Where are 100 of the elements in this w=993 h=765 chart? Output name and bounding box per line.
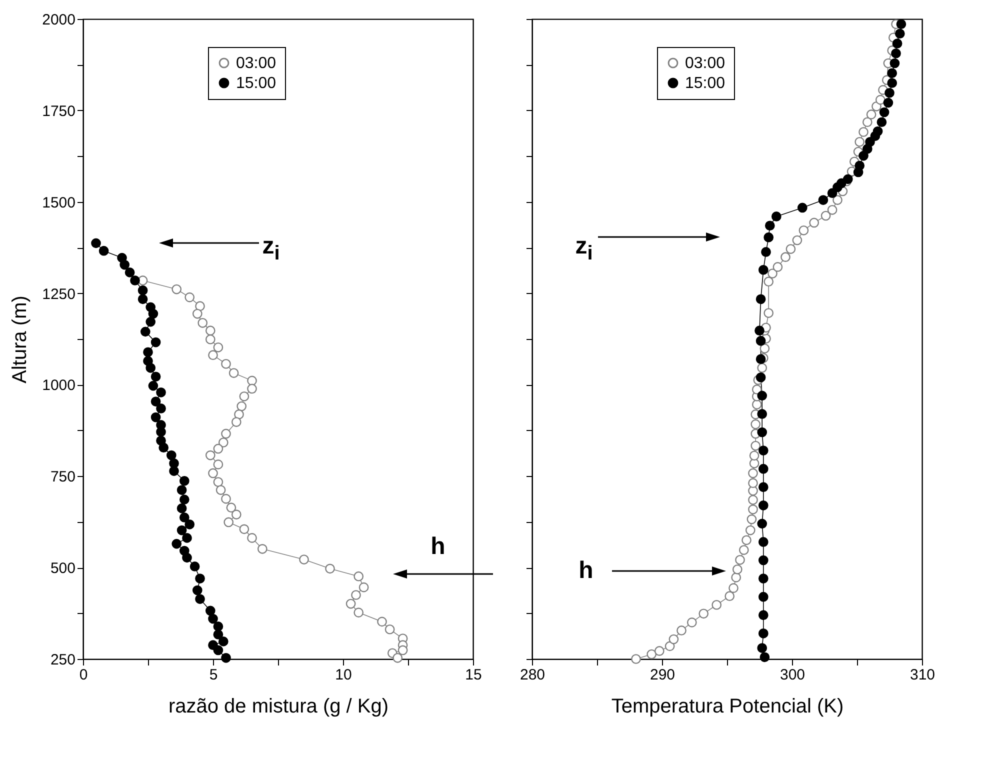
point (150, 337, 161, 348)
point (138, 294, 148, 304)
y-tick-label: 1000 (42, 377, 76, 394)
point (146, 362, 156, 373)
point (150, 396, 161, 406)
x-tick-label: 5 (209, 666, 218, 684)
point (883, 98, 894, 108)
point (879, 107, 890, 118)
y-tick-label: 1750 (42, 102, 76, 120)
point (392, 652, 403, 663)
point (176, 525, 187, 536)
point (247, 376, 257, 386)
point (754, 326, 764, 336)
x-tick-label: 310 (910, 666, 936, 684)
point (231, 417, 242, 427)
point (213, 645, 224, 656)
point (758, 264, 768, 275)
y-tick-label: 250 (50, 652, 76, 668)
point (158, 442, 169, 453)
point (172, 284, 182, 294)
point (148, 380, 158, 391)
y-tick-label: 1500 (42, 194, 76, 212)
point (384, 624, 395, 634)
point (346, 598, 356, 609)
point (179, 476, 190, 486)
point (169, 466, 179, 476)
point (192, 308, 202, 319)
point (221, 428, 231, 439)
legend-label: 03:00 (685, 55, 726, 72)
point (757, 390, 768, 401)
point (98, 246, 109, 256)
point (236, 401, 247, 412)
point (247, 384, 257, 394)
point (325, 564, 335, 574)
point (247, 533, 257, 543)
point (130, 276, 140, 286)
annotation: z$_{i}$ (575, 232, 593, 264)
y-tick-label: 500 (50, 560, 76, 578)
point (213, 444, 224, 454)
point (757, 518, 768, 529)
point (143, 347, 153, 358)
point (758, 574, 768, 584)
point (148, 308, 158, 319)
point (91, 238, 101, 248)
point (213, 342, 224, 352)
point (156, 387, 166, 398)
point (758, 446, 768, 456)
x-axis-title: Temperatura Potencial (K) (611, 696, 844, 718)
point (156, 404, 166, 414)
point (218, 438, 228, 448)
point (195, 301, 205, 312)
point (761, 247, 771, 257)
point (876, 117, 887, 128)
annotation: h (578, 557, 594, 584)
legend-label: 15:00 (685, 75, 726, 92)
point (166, 450, 176, 460)
point (758, 592, 768, 602)
point (221, 652, 231, 663)
point (213, 477, 224, 487)
point (797, 202, 808, 213)
point (224, 517, 234, 528)
point (138, 285, 148, 296)
point (757, 409, 768, 419)
y-tick-label: 750 (50, 468, 76, 486)
point (172, 538, 182, 549)
point (354, 571, 364, 582)
point (184, 292, 195, 302)
y-tick-label: 1250 (42, 286, 76, 303)
point (146, 316, 156, 327)
point (757, 427, 768, 438)
point (150, 412, 161, 422)
point (764, 220, 775, 231)
point (190, 562, 200, 572)
point (257, 544, 268, 554)
point (358, 582, 369, 592)
point (758, 628, 768, 638)
x-tick-label: 300 (780, 666, 806, 684)
point (208, 350, 218, 360)
point (239, 391, 250, 402)
point (184, 519, 195, 530)
point (351, 590, 361, 600)
point (213, 622, 224, 632)
x-tick-label: 10 (335, 666, 352, 684)
point (231, 510, 242, 520)
point (896, 19, 906, 30)
point (891, 48, 901, 58)
point (195, 594, 205, 604)
legend-label: 15:00 (236, 75, 276, 92)
point (156, 426, 166, 437)
point (228, 368, 239, 378)
point (758, 555, 768, 566)
x-tick-label: 15 (465, 666, 482, 684)
point (195, 574, 205, 584)
point (234, 409, 244, 420)
point (756, 336, 766, 346)
x-tick-label: 290 (650, 666, 676, 684)
point (192, 585, 202, 596)
point (854, 160, 865, 171)
point (226, 502, 236, 513)
point (758, 500, 768, 510)
